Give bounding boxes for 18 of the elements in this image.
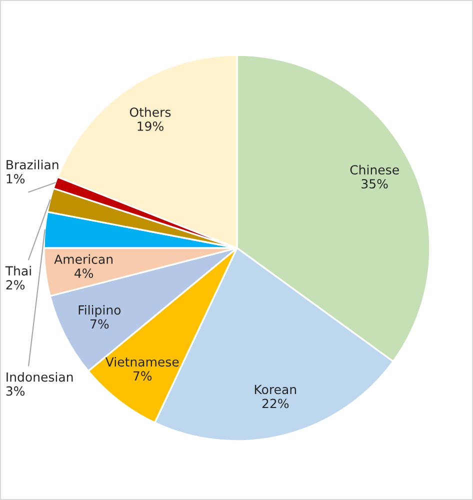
data-label: 7%: [133, 371, 152, 381]
slice-label: Vietnamese: [105, 356, 179, 367]
slice-label: Thai: [5, 266, 31, 276]
slice-label: Chinese: [350, 164, 399, 175]
data-label: 4%: [74, 268, 94, 278]
slice-label: Filipino: [78, 305, 121, 318]
data-label: 2%: [6, 280, 25, 290]
data-label: 3%: [6, 386, 25, 396]
data-label: 7%: [90, 319, 109, 329]
slice-label: Others: [130, 107, 171, 117]
slice-label: Indonesian: [6, 372, 73, 382]
data-label: 19%: [138, 121, 164, 131]
slice-label: American: [54, 254, 112, 264]
data-label: 22%: [262, 398, 289, 408]
data-label: 35%: [362, 179, 388, 189]
slice-label: Brazilian: [6, 160, 58, 170]
data-label: 1%: [6, 174, 25, 184]
slice-label: Korean: [254, 384, 296, 394]
